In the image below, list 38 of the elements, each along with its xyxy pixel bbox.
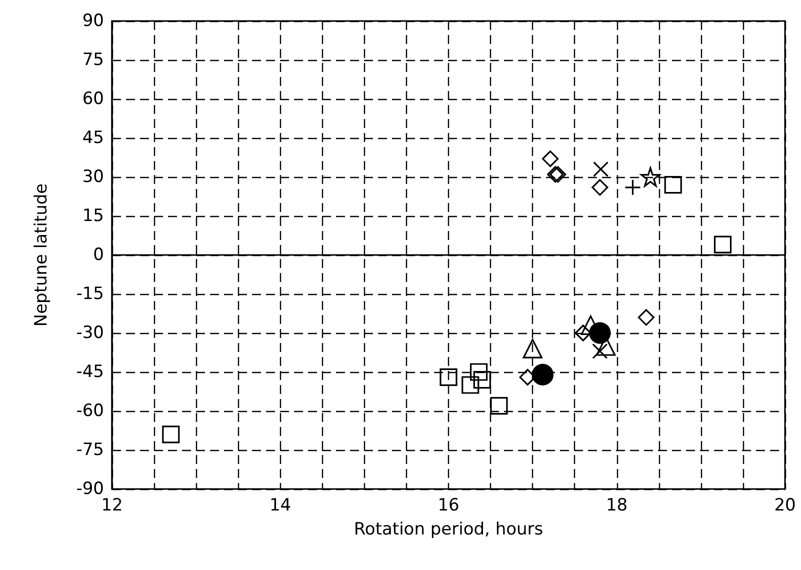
y-tick-label: -90 xyxy=(76,479,104,499)
y-axis-title: Neptune latitude xyxy=(32,183,52,327)
y-tick-label: 30 xyxy=(82,167,104,187)
x-tick-label: 12 xyxy=(101,496,123,516)
point xyxy=(462,376,480,394)
y-tick-label: -30 xyxy=(76,323,104,343)
y-tick-label: 15 xyxy=(82,206,104,226)
point xyxy=(592,179,608,196)
point xyxy=(532,364,554,386)
y-tick-label: 90 xyxy=(82,11,104,31)
x-tick-label: 18 xyxy=(606,496,628,516)
point xyxy=(714,236,732,254)
point xyxy=(473,371,491,389)
y-tick-label: -45 xyxy=(76,362,104,382)
y-tick-label: -60 xyxy=(76,401,104,421)
x-axis-title: Rotation period, hours xyxy=(354,520,544,540)
point xyxy=(490,397,508,415)
y-tick-label: 75 xyxy=(82,50,104,70)
point xyxy=(592,161,609,177)
point xyxy=(638,309,654,326)
point xyxy=(542,150,559,168)
y-tick-label: -15 xyxy=(76,284,104,304)
x-tick-label: 14 xyxy=(269,496,292,516)
point xyxy=(522,338,542,358)
y-tick-label: -75 xyxy=(76,440,104,460)
point xyxy=(440,368,458,386)
point xyxy=(470,363,488,381)
point xyxy=(574,324,592,342)
y-tick-label: 0 xyxy=(93,245,104,265)
point xyxy=(664,176,682,194)
point xyxy=(162,426,180,444)
point xyxy=(589,322,611,344)
x-tick-label: 20 xyxy=(774,496,796,516)
point xyxy=(640,167,660,187)
y-tick-label: 45 xyxy=(82,128,104,148)
x-tick-label: 16 xyxy=(438,496,460,516)
y-tick-label: 60 xyxy=(82,89,104,109)
point xyxy=(624,179,642,196)
